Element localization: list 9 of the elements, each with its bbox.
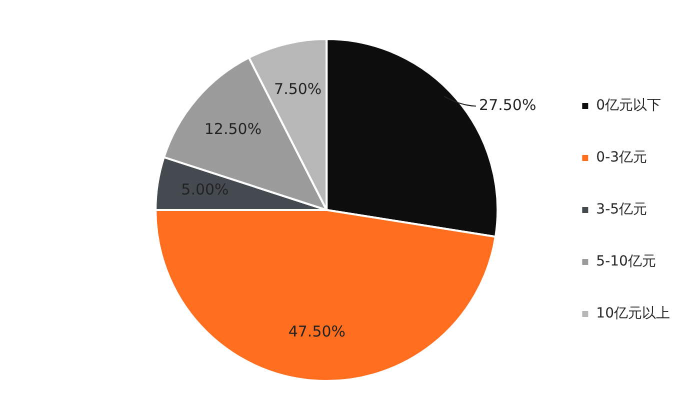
- legend-label: 5-10亿元: [596, 254, 656, 270]
- data-label: 7.50%: [274, 80, 322, 98]
- data-label: 12.50%: [204, 120, 262, 138]
- legend-label: 10亿元以上: [596, 306, 670, 322]
- legend-label: 3-5亿元: [596, 202, 648, 218]
- data-label: 27.50%: [479, 96, 536, 114]
- legend-label: 0-3亿元: [596, 150, 648, 166]
- data-label: 47.50%: [288, 322, 346, 341]
- legend-label: 0亿元以下: [596, 98, 662, 114]
